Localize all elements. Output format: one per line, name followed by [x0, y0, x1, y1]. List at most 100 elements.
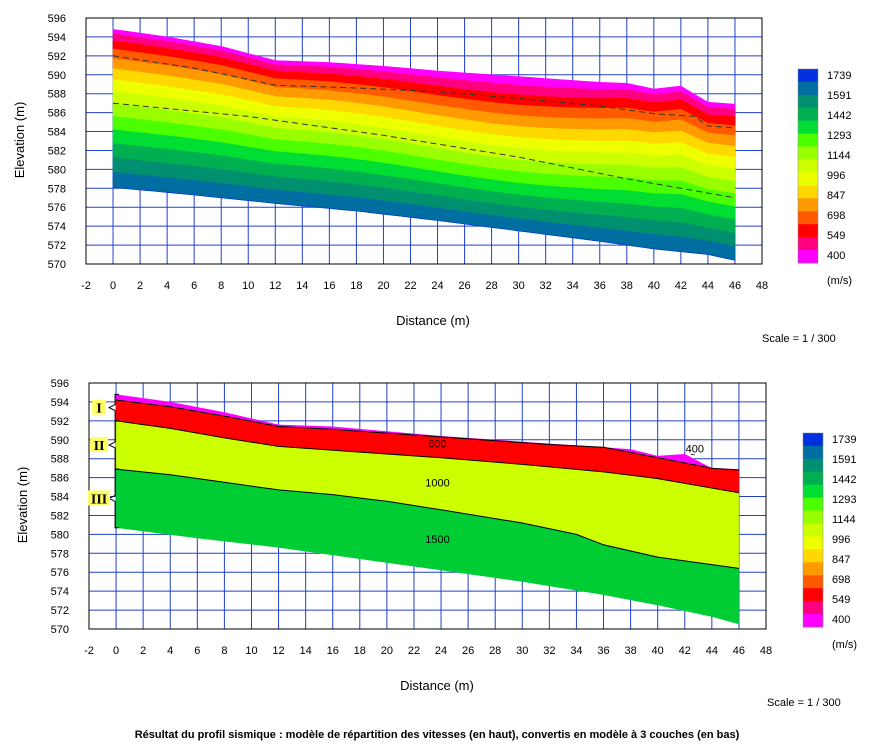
y-tick-label: 576: [51, 567, 69, 579]
bottom-legend: 1739 1591 1442 1293 1144 996 847 698 549 400: [802, 432, 856, 628]
top-y-tick-labels: 596 594 592 590 588 586 584 582 580 578 576 574 572 5…: [48, 13, 66, 271]
x-tick-label: 24: [431, 280, 443, 292]
top-x-tick-labels: -2 0 2 4 6 8 10 12 14 16 18 20 22 24 26 28 30 32 34 36 38 40 4…: [81, 280, 768, 292]
x-tick-label: 30: [516, 645, 528, 657]
x-tick-label: 34: [567, 280, 579, 292]
legend-label: 400: [827, 250, 845, 262]
legend-label: 1591: [832, 454, 856, 466]
y-tick-label: 596: [48, 13, 66, 25]
y-tick-label: 592: [48, 51, 66, 63]
legend-label: 549: [827, 230, 845, 242]
x-tick-label: 42: [679, 645, 691, 657]
velocity-band: [112, 187, 736, 261]
layer-id-highlight: [88, 490, 111, 506]
legend-swatch: [798, 107, 818, 122]
x-tick-label: 46: [733, 645, 745, 657]
x-tick-label: 38: [621, 280, 633, 292]
legend-swatch: [798, 211, 818, 225]
x-tick-label: 36: [597, 645, 609, 657]
bottom-y-axis-label: Elevation (m): [15, 467, 30, 544]
top-velocity-fill: [112, 29, 736, 261]
y-tick-label: 592: [51, 416, 69, 428]
layer-fill: [116, 469, 739, 625]
top-plot-frame: [85, 17, 763, 265]
x-tick-label: 42: [675, 280, 687, 292]
legend-label: 1739: [827, 70, 851, 82]
top-legend: 1739 1591 1442 1293 1144 996 847 698 549 400: [797, 68, 851, 264]
y-tick-label: 588: [51, 454, 69, 466]
y-tick-label: 586: [51, 473, 69, 485]
legend-swatch: [803, 433, 823, 447]
legend-swatch: [798, 133, 818, 148]
y-tick-label: 582: [51, 510, 69, 522]
x-tick-label: -2: [84, 645, 94, 657]
y-tick-label: 590: [48, 70, 66, 82]
x-tick-label: 20: [377, 280, 389, 292]
bottom-layer-fill: [116, 394, 739, 625]
y-tick-label: 594: [48, 32, 66, 44]
legend-swatch: [803, 445, 823, 460]
y-tick-label: 590: [51, 435, 69, 447]
legend-label: 847: [832, 554, 850, 566]
y-tick-label: 586: [48, 108, 66, 120]
y-tick-label: 570: [51, 624, 69, 636]
layer-id-label: II: [94, 439, 105, 454]
legend-label: 400: [832, 614, 850, 626]
legend-swatch: [798, 159, 818, 173]
x-tick-label: 28: [489, 645, 501, 657]
x-tick-label: 18: [354, 645, 366, 657]
legend-swatch: [803, 471, 823, 486]
legend-label: 996: [832, 534, 850, 546]
legend-swatch: [798, 185, 818, 199]
y-tick-label: 574: [48, 221, 66, 233]
layer-interface-dashed-line: [112, 102, 736, 199]
layer-id-highlight: [90, 436, 109, 452]
legend-label: 698: [827, 210, 845, 222]
legend-swatch: [803, 484, 823, 499]
x-tick-label: 40: [648, 280, 660, 292]
y-tick-label: 584: [51, 492, 69, 504]
bottom-interface-lines: [116, 399, 739, 569]
x-tick-label: 24: [435, 645, 447, 657]
layer-interface-line: [116, 420, 739, 494]
legend-swatch: [803, 588, 823, 602]
x-tick-label: 30: [513, 280, 525, 292]
x-tick-label: 0: [113, 645, 119, 657]
top-y-axis-label: Elevation (m): [12, 102, 27, 179]
x-tick-label: 48: [760, 645, 772, 657]
x-tick-label: 36: [594, 280, 606, 292]
x-tick-label: 16: [327, 645, 339, 657]
legend-label: 698: [832, 574, 850, 586]
legend-label: 1144: [832, 514, 856, 526]
x-tick-label: 18: [350, 280, 362, 292]
layer-velocity-label: 1500: [425, 534, 449, 546]
legend-swatch: [803, 497, 823, 512]
x-tick-label: 26: [458, 280, 470, 292]
legend-swatch: [798, 250, 818, 264]
legend-swatch: [798, 172, 818, 186]
y-tick-label: 570: [48, 259, 66, 271]
layer-interface-dashed-line: [112, 55, 736, 129]
top-x-axis-label: Distance (m): [396, 313, 470, 328]
y-tick-label: 572: [48, 240, 66, 252]
x-tick-label: 20: [381, 645, 393, 657]
layer-model-panel: 596 594 592 590 588 586 584 582 580 578 576 574 572 5…: [15, 378, 857, 709]
x-tick-label: 8: [218, 280, 224, 292]
y-tick-label: 576: [48, 202, 66, 214]
x-tick-label: 2: [137, 280, 143, 292]
x-tick-label: 2: [140, 645, 146, 657]
x-tick-label: 48: [756, 280, 768, 292]
legend-frame: [802, 432, 824, 628]
layer-id-label: III: [91, 492, 107, 507]
legend-swatch: [798, 69, 818, 83]
x-tick-label: 4: [167, 645, 173, 657]
bottom-scale-text: Scale = 1 / 300: [767, 697, 841, 709]
y-tick-label: 594: [51, 397, 69, 409]
legend-swatch: [798, 237, 818, 251]
legend-swatch: [798, 198, 818, 212]
layer-interface-line: [116, 399, 739, 471]
label-pointer-line: [690, 453, 695, 456]
x-tick-label: 34: [570, 645, 582, 657]
legend-swatch: [803, 562, 823, 576]
